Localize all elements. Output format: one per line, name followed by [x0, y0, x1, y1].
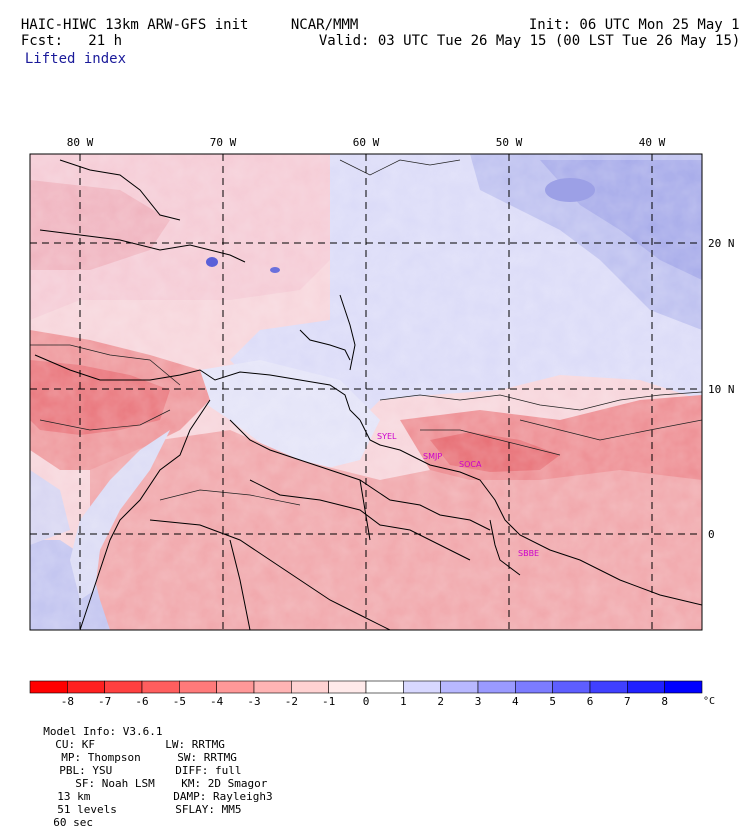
colorbar-tick-label: -5: [173, 695, 186, 708]
colorbar-tick-label: 6: [587, 695, 594, 708]
colorbar-tick-label: 3: [475, 695, 482, 708]
colorbar-segment: [179, 680, 217, 694]
model-title: HAIC-HIWC 13km ARW-GFS init: [20, 17, 249, 33]
colorbar-tick-label: 0: [363, 695, 370, 708]
pbl-scheme: PBL: YSU: [59, 764, 113, 777]
km-scheme: KM: 2D Smagor: [181, 777, 268, 790]
colorbar: [29, 680, 703, 694]
lifted-index-field: [30, 154, 702, 630]
colorbar-tick-label: -1: [322, 695, 335, 708]
colorbar-tick-label: -2: [285, 695, 298, 708]
time-step: 60 sec: [53, 816, 93, 829]
colorbar-segment: [29, 680, 68, 694]
forecast-map: 80 W 70 W 60 W 50 W 40 W 20 N 10 N 0 SYE…: [29, 136, 735, 708]
colorbar-segment: [67, 680, 105, 694]
model-info-line1: Model Info: V3.6.1 CU: KF MP: Thompson P…: [30, 712, 162, 829]
colorbar-tick-label: -4: [210, 695, 224, 708]
sflay-scheme: SFLAY: MM5: [175, 803, 242, 816]
graticule: [30, 154, 702, 630]
lon-label-70w: 70 W: [210, 136, 237, 149]
valid-time: Valid: 03 UTC Tue 26 May 15 (00 LST Tue …: [318, 33, 740, 49]
forecast-hour: Fcst: 21 h: [20, 33, 123, 49]
lon-label-50w: 50 W: [496, 136, 523, 149]
contour-lines: [30, 159, 702, 506]
colorbar-tick-label: -6: [135, 695, 148, 708]
colorbar-segment: [291, 680, 329, 694]
init-time: Init: 06 UTC Mon 25 May 15: [528, 17, 740, 33]
lat-label-20n: 20 N: [708, 237, 735, 250]
colorbar-segment: [403, 680, 441, 694]
vertical-levels: 51 levels: [57, 803, 117, 816]
colorbar-unit: °C: [703, 696, 715, 707]
colorbar-segment: [216, 680, 255, 694]
lat-label-0: 0: [708, 528, 715, 541]
colorbar-segment: [515, 680, 553, 694]
colorbar-segment: [328, 680, 367, 694]
damp-scheme: DAMP: Rayleigh3: [173, 790, 273, 803]
colorbar-segment: [253, 680, 292, 694]
colorbar-segment: [664, 680, 703, 694]
colorbar-tick-label: 4: [512, 695, 519, 708]
colorbar-segment: [141, 680, 180, 694]
colorbar-tick-label: 2: [437, 695, 444, 708]
station-smjp: SMJP: [423, 452, 442, 461]
colorbar-segment: [104, 680, 143, 694]
lon-label-40w: 40 W: [639, 136, 666, 149]
org-label: NCAR/MMM: [290, 17, 359, 33]
model-version: Model Info: V3.6.1: [43, 725, 163, 738]
colorbar-tick-labels: -8 -7 -6 -5 -4 -3 -2 -1 0 1 2 3 4 5 6 7 8: [61, 695, 668, 708]
colorbar-tick-label: 8: [661, 695, 668, 708]
colorbar-segment: [477, 680, 516, 694]
colorbar-tick-label: -3: [247, 695, 260, 708]
coastlines: [34, 159, 702, 630]
colorbar-tick-label: 5: [549, 695, 556, 708]
mp-scheme: MP: Thompson: [61, 751, 141, 764]
station-soca: SOCA: [459, 460, 482, 469]
model-info-line2: LW: RRTMG SW: RRTMG DIFF: full KM: 2D Sm…: [152, 725, 273, 816]
station-syel: SYEL: [377, 432, 397, 441]
field-name: Lifted index: [24, 51, 127, 67]
colorbar-segment: [589, 680, 628, 694]
grid-spacing: 13 km: [57, 790, 91, 803]
lon-label-80w: 80 W: [67, 136, 94, 149]
lon-label-60w: 60 W: [353, 136, 380, 149]
lat-label-10n: 10 N: [708, 383, 735, 396]
colorbar-segment: [627, 680, 665, 694]
colorbar-tick-label: 7: [624, 695, 631, 708]
colorbar-tick-label: -7: [98, 695, 111, 708]
sw-scheme: SW: RRTMG: [177, 751, 237, 764]
colorbar-segment: [552, 680, 591, 694]
colorbar-segment: [365, 680, 404, 694]
station-sbbe: SBBE: [518, 549, 539, 558]
colorbar-segment: [440, 680, 479, 694]
colorbar-tick-label: 1: [400, 695, 407, 708]
colorbar-tick-label: -8: [61, 695, 74, 708]
diff-scheme: DIFF: full: [175, 764, 242, 777]
sf-scheme: SF: Noah LSM: [75, 777, 155, 790]
